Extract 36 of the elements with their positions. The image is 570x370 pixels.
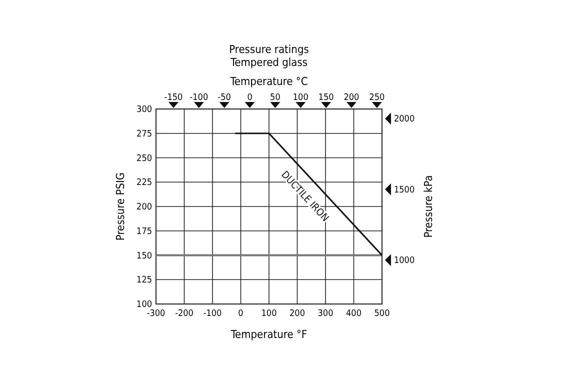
x2-tick-label: -50 [218, 93, 231, 103]
x-tick-label: -300 [146, 309, 166, 319]
x2-tick-label: -150 [164, 93, 183, 103]
x2-tick-label: 0 [247, 93, 252, 103]
y-tick-label: 125 [136, 276, 152, 286]
y2-tick-label: 1500 [394, 185, 415, 196]
x-tick-label: -200 [175, 309, 194, 319]
x-tick-label: 400 [346, 309, 362, 319]
y-tick-label: 300 [136, 105, 152, 115]
y-tick-label: 250 [136, 154, 152, 164]
chart-title: Pressure ratings [229, 43, 309, 56]
x-tick-label: 100 [261, 309, 277, 319]
y-tick-label: 225 [136, 178, 152, 188]
y2-tick-label: 2000 [394, 114, 415, 125]
x2-tick-label: 200 [344, 93, 360, 103]
y2-axis-title: Pressure kPa [422, 175, 435, 238]
x2-tick-label: 150 [318, 93, 334, 103]
x2-tick-label: 100 [292, 93, 308, 103]
y-tick-label: 100 [136, 300, 152, 310]
x-tick-label: 200 [290, 309, 305, 319]
y-axis-title: Pressure PSIG [114, 172, 127, 241]
x-tick-label: 300 [318, 309, 334, 319]
x2-tick-label: 250 [369, 93, 385, 103]
y-tick-label: 275 [136, 129, 152, 140]
x-tick-label: -100 [203, 309, 222, 319]
x2-tick-label: -100 [190, 93, 208, 103]
chart-subtitle: Tempered glass [229, 56, 308, 69]
y2-tick-label: 1000 [394, 256, 415, 266]
y-tick-label: 150 [136, 251, 152, 262]
x-tick-label: 500 [374, 309, 390, 319]
y-tick-label: 175 [136, 226, 152, 237]
x-axis-title: Temperature °F [230, 328, 308, 341]
x2-tick-label: 50 [270, 93, 280, 103]
y-tick-label: 200 [136, 202, 152, 212]
x2-axis-title: Temperature °C [229, 75, 308, 88]
x-tick-label: 0 [238, 309, 244, 319]
